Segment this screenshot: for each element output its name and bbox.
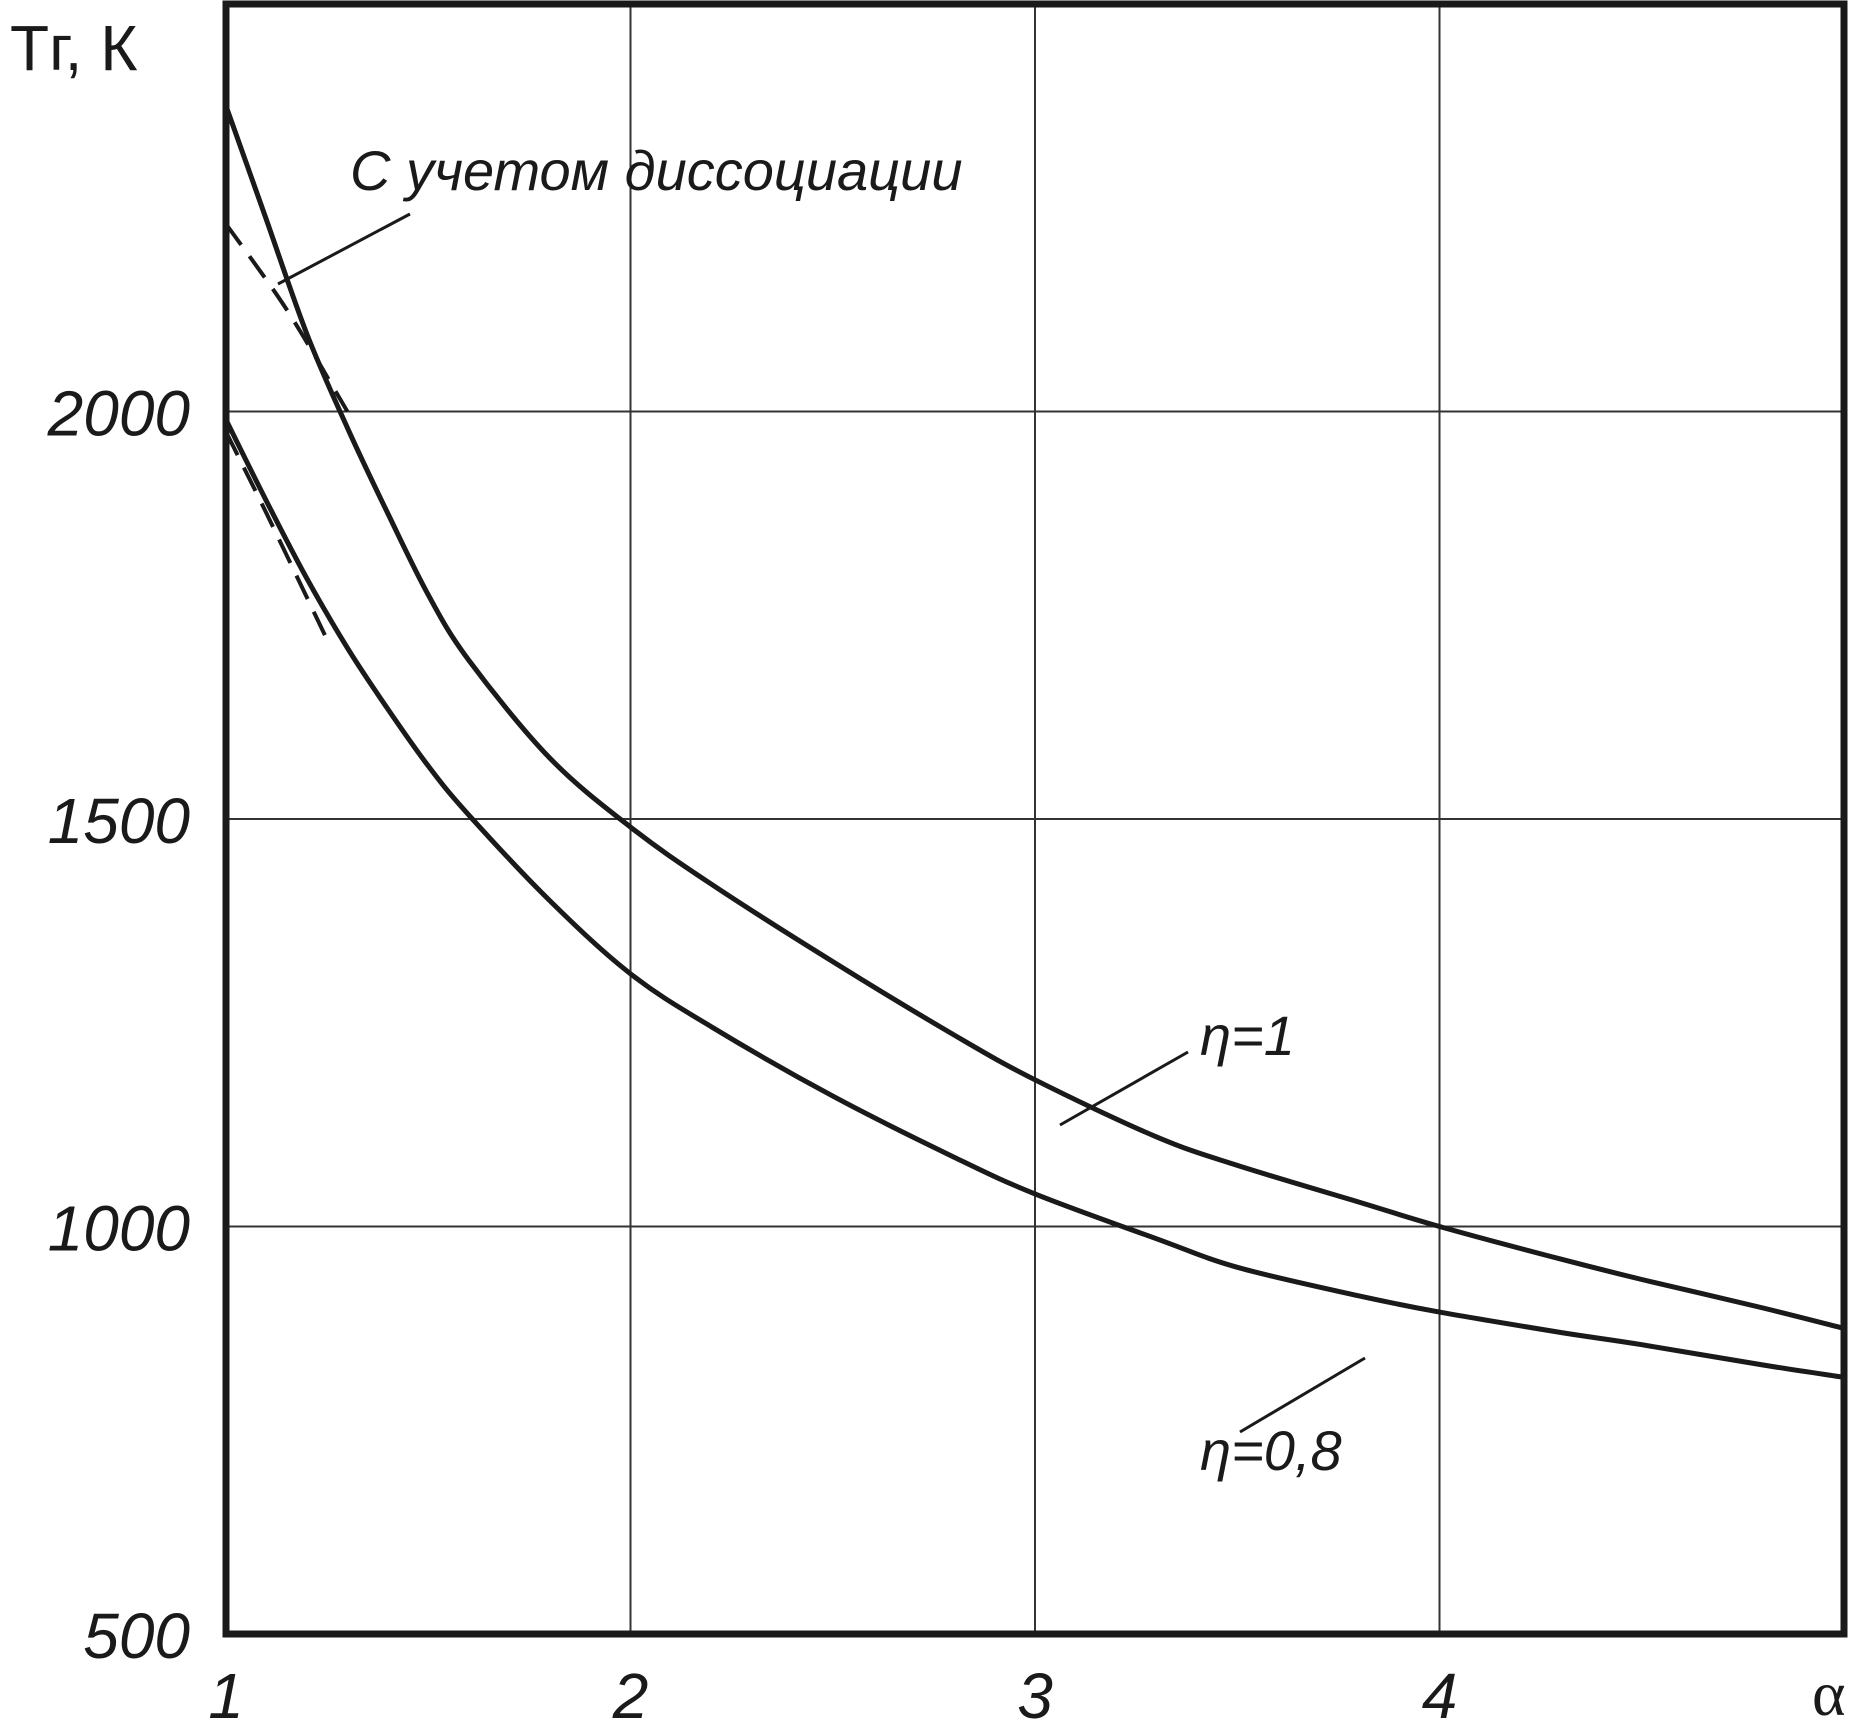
series-line-dashed-1: [224, 222, 350, 413]
annotation-eta-1: η=1: [1200, 1004, 1295, 1067]
y-tick-label: 2000: [47, 378, 191, 450]
tick-labels: 500 1000 1500 2000 1 2 3 4: [47, 378, 1458, 1728]
y-tick-label: 1000: [48, 1193, 191, 1265]
annotation-dissociation: С учетом диссоциации: [350, 139, 962, 202]
x-tick-label: 2: [612, 1660, 649, 1728]
series-line-dashed-3: [224, 431, 329, 641]
y-tick-label: 500: [83, 1600, 190, 1672]
series-line-0: [223, 105, 1845, 1331]
x-axis-label: α: [1812, 1658, 1846, 1728]
leader-line-dissociation: [277, 212, 411, 286]
annotation-eta-08: η=0,8: [1200, 1419, 1342, 1482]
y-axis-label: Tг, К: [10, 12, 137, 84]
annotations: С учетом диссоциации η=1 η=0,8: [277, 139, 1366, 1482]
grid: [226, 4, 1844, 1634]
x-tick-label: 4: [1422, 1660, 1458, 1728]
leader-line-eta08: [1239, 1356, 1366, 1434]
leader-line-eta1: [1059, 1050, 1189, 1127]
plot-frame: [222, 0, 1848, 1638]
series-layer: [223, 105, 1845, 1380]
x-tick-label: 1: [208, 1660, 244, 1728]
y-tick-label: 1500: [48, 785, 191, 857]
x-tick-label: 3: [1017, 1660, 1053, 1728]
series-line-2: [223, 418, 1845, 1380]
